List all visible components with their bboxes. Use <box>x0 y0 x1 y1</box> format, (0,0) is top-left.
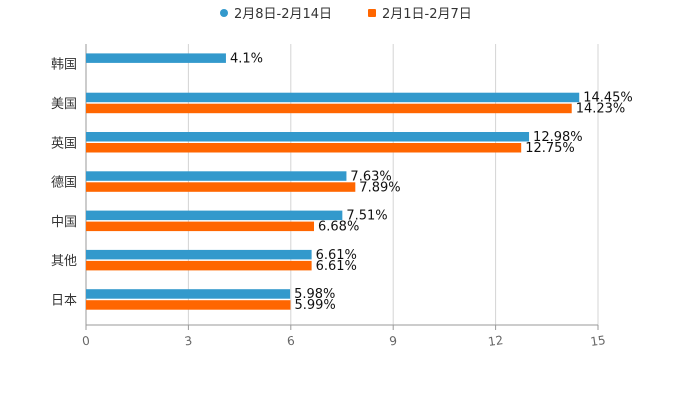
bar-series-2 <box>86 300 291 310</box>
category-label: 韩国 <box>51 58 77 73</box>
x-tick-label: 9 <box>388 334 398 349</box>
legend-marker-series-2 <box>368 9 376 17</box>
category-label: 英国 <box>51 136 77 151</box>
data-label-series-1: 5.98% <box>294 287 335 302</box>
bar-series-1 <box>86 92 580 103</box>
x-tick-label: 12 <box>487 333 504 349</box>
bar-series-2 <box>86 260 312 271</box>
data-label-series-2: 6.61% <box>316 259 357 274</box>
data-label-series-1: 6.61% <box>316 248 357 263</box>
labels: 韩国 4.1% 美国 14.45%14.23% 英国 12.98%12.75% 德国 7.63… <box>51 51 633 313</box>
category-label: 美国 <box>51 97 77 112</box>
bar-series-1 <box>86 132 530 142</box>
data-label-series-1: 12.98% <box>533 130 583 145</box>
bar-series-2 <box>86 103 572 114</box>
data-label-series-2: 5.99% <box>294 298 335 313</box>
bar-series-1 <box>86 289 291 299</box>
category-label: 德国 <box>51 176 77 191</box>
legend-marker-series-1 <box>220 9 228 17</box>
data-label-series-2: 6.68% <box>318 220 359 235</box>
bar-series-1 <box>86 249 312 260</box>
data-label-series-1: 14.45% <box>583 91 633 106</box>
gridlines <box>187 44 599 325</box>
data-label-series-1: 7.51% <box>346 209 387 224</box>
bar-series-2 <box>86 143 522 153</box>
data-label-series-2: 12.75% <box>525 141 575 156</box>
x-tick-label: 0 <box>81 334 91 349</box>
data-label-series-1: 7.63% <box>350 169 391 184</box>
bar-series-1 <box>86 53 226 63</box>
x-tick-label: 3 <box>184 334 194 349</box>
data-label-series-1: 4.1% <box>230 51 263 66</box>
category-label: 日本 <box>51 293 77 308</box>
bar-series-1 <box>86 171 347 181</box>
legend: 2月8日-2月14日 2月1日-2月7日 <box>220 7 472 22</box>
x-tick-label: 15 <box>589 333 606 349</box>
category-label: 中国 <box>51 215 77 230</box>
bar-series-2 <box>86 182 356 192</box>
legend-label-series-1: 2月8日-2月14日 <box>234 7 332 22</box>
bar-series-2 <box>86 221 315 232</box>
x-tick-label: 6 <box>286 334 296 349</box>
legend-label-series-2: 2月1日-2月7日 <box>382 7 472 22</box>
data-label-series-2: 14.23% <box>576 102 626 117</box>
category-label: 其他 <box>51 254 77 269</box>
bars <box>86 53 580 310</box>
data-label-series-2: 7.89% <box>359 180 400 195</box>
bar-series-1 <box>86 210 343 221</box>
